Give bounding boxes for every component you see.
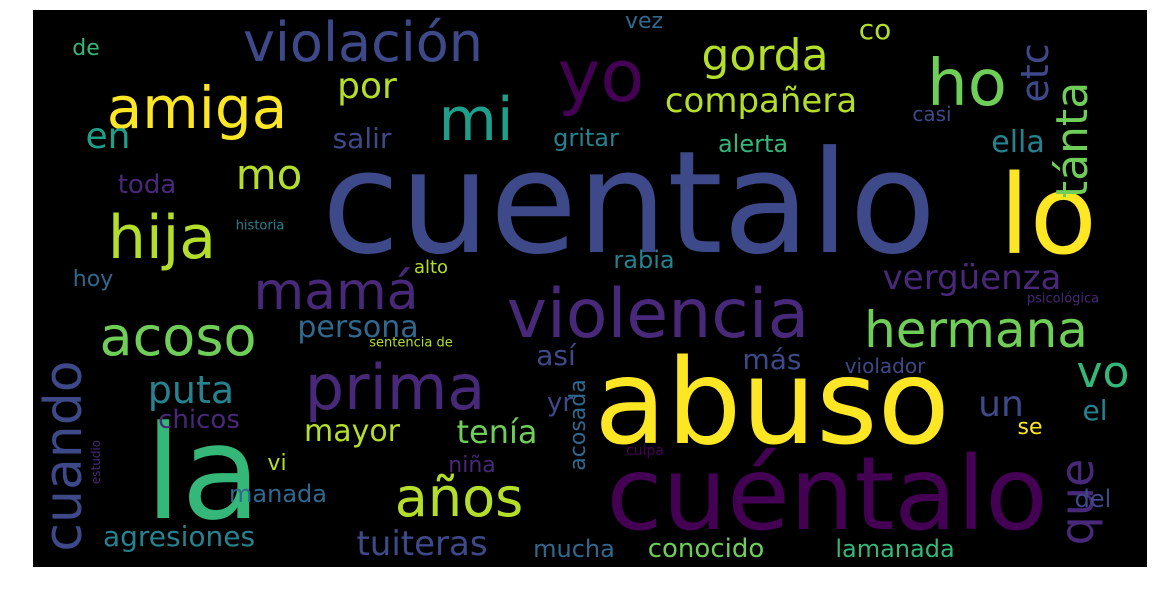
word-etc: etc bbox=[1013, 43, 1057, 103]
word-chicos: chicos bbox=[158, 405, 240, 435]
word-violador: violador bbox=[844, 354, 926, 378]
word-mas: más bbox=[742, 343, 802, 376]
word-ella: ella bbox=[991, 125, 1045, 160]
word-acoso: acoso bbox=[99, 305, 257, 368]
word-ho: ho bbox=[927, 47, 1007, 121]
word-alto: alto bbox=[413, 257, 449, 278]
word-mama: mamá bbox=[253, 262, 419, 322]
word-cuentalo-accent: cuéntalo bbox=[606, 435, 1048, 554]
word-mi: mi bbox=[438, 85, 514, 155]
word-historia: historia bbox=[235, 218, 285, 234]
word-gorda: gorda bbox=[701, 30, 829, 81]
word-agresiones: agresiones bbox=[102, 520, 256, 553]
word-toda: toda bbox=[117, 170, 177, 200]
word-co: co bbox=[858, 13, 892, 46]
word-sentencia-de: sentencia de bbox=[369, 335, 453, 351]
word-violacion: violación bbox=[242, 11, 484, 74]
word-vez: vez bbox=[624, 10, 664, 34]
word-nina: niña bbox=[448, 453, 496, 478]
word-persona: persona bbox=[297, 310, 419, 345]
word-salir: salir bbox=[332, 122, 392, 155]
word-violencia: violencia bbox=[506, 275, 810, 354]
word-lamanada: lamanada bbox=[835, 535, 955, 563]
word-en: en bbox=[85, 116, 131, 157]
word-conocido: conocido bbox=[647, 534, 765, 564]
word-el: el bbox=[1082, 394, 1108, 427]
word-yr: yr bbox=[546, 388, 574, 418]
word-estudio: estudio bbox=[89, 439, 103, 485]
word-rabia: rabia bbox=[613, 246, 675, 274]
word-tenia: tenía bbox=[456, 413, 538, 451]
word-lo: lo bbox=[999, 151, 1097, 279]
word-mo: mo bbox=[235, 150, 303, 199]
word-vo: vo bbox=[1076, 347, 1130, 398]
word-la: la bbox=[145, 397, 261, 549]
word-acosada: acosada bbox=[566, 379, 591, 471]
word-puta: puta bbox=[147, 368, 235, 412]
word-un: un bbox=[978, 384, 1024, 425]
word-hermana: hermana bbox=[864, 301, 1088, 359]
word-cloud: cuentalo la abuso cuéntalo lo violencia … bbox=[33, 10, 1147, 567]
word-companera: compañera bbox=[664, 81, 858, 121]
word-por: por bbox=[337, 66, 397, 107]
word-mayor: mayor bbox=[303, 414, 401, 449]
word-amiga: amiga bbox=[106, 74, 288, 142]
word-se: se bbox=[1017, 415, 1043, 440]
word-de: de bbox=[72, 36, 100, 61]
word-gritar: gritar bbox=[553, 124, 619, 152]
word-tanta: tánta bbox=[1047, 81, 1098, 199]
word-mucha: mucha bbox=[533, 535, 615, 563]
word-asi: así bbox=[536, 339, 576, 372]
word-verguenza: vergüenza bbox=[882, 258, 1062, 298]
word-hoy: hoy bbox=[72, 267, 114, 292]
word-casi: casi bbox=[912, 102, 952, 126]
word-psicologica: psicológica bbox=[1026, 291, 1100, 307]
word-abuso: abuso bbox=[594, 333, 950, 471]
word-tuiteras: tuiteras bbox=[356, 524, 488, 564]
word-del: del bbox=[1074, 485, 1112, 513]
word-prima: prima bbox=[304, 351, 486, 424]
word-alerta: alerta bbox=[717, 130, 789, 158]
word-culpa: culpa bbox=[626, 443, 664, 459]
word-manada: manada bbox=[229, 480, 327, 508]
word-vi: vi bbox=[267, 451, 287, 476]
word-cuando: cuando bbox=[34, 360, 94, 552]
word-hija: hija bbox=[107, 203, 217, 273]
word-anos: años bbox=[394, 466, 524, 529]
word-cuentalo: cuentalo bbox=[321, 121, 937, 286]
word-yo: yo bbox=[557, 34, 645, 118]
